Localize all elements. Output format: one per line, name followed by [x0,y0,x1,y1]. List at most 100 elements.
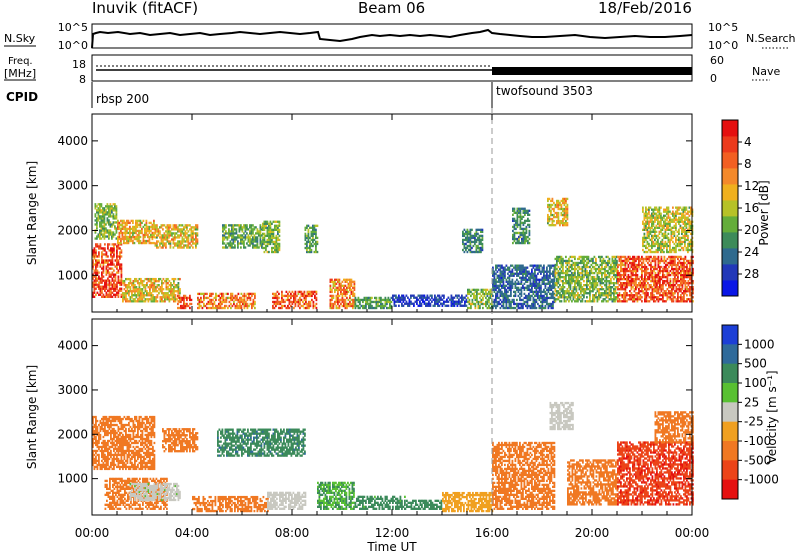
heatmap-cell [590,286,593,289]
heatmap-cell [668,261,670,265]
heatmap-cell [343,288,345,292]
heatmap-cell [135,221,137,225]
heatmap-cell [168,294,171,297]
heatmap-cell [653,277,655,281]
heatmap-cell [181,242,184,245]
heatmap-cell [352,280,354,283]
heatmap-cell [560,221,563,225]
heatmap-cell [566,263,569,267]
heatmap-cell [237,292,240,296]
heatmap-cell [114,215,116,218]
heatmap-cell [111,279,114,282]
heatmap-cell [132,231,134,235]
heatmap-cell [566,281,569,285]
heatmap-cell [623,275,625,279]
heatmap-cell [126,284,129,287]
heatmap-cell [654,261,657,265]
heatmap-cell [103,215,106,218]
heatmap-cell [113,293,115,296]
heatmap-cell [123,288,126,291]
heatmap-cell [624,298,627,301]
heatmap-cell [496,264,499,267]
heatmap-cell [234,238,236,241]
heatmap-cell [159,236,161,239]
heatmap-cell [134,284,136,287]
heatmap-cell [505,284,508,287]
heatmap-cell [111,207,113,210]
heatmap-cell [302,294,304,298]
heatmap-cell [674,292,676,295]
heatmap-cell [492,288,494,292]
heatmap-cell [231,230,233,233]
heatmap-cell [256,228,259,231]
heatmap-cell [469,240,472,244]
heatmap-cell [350,302,353,306]
heatmap-cell [657,255,660,259]
heatmap-cell [315,242,317,246]
heatmap-cell [165,292,168,295]
heatmap-cell [110,287,112,290]
heatmap-cell [559,277,561,281]
heatmap-cell [338,306,341,310]
heatmap-cell [124,225,127,229]
heatmap-cell [349,280,351,283]
heatmap-cell [477,300,480,304]
heatmap-cell [115,215,118,218]
heatmap-cell [149,286,151,289]
heatmap-cell [152,300,154,303]
heatmap-cell [181,238,184,241]
heatmap-cell [184,244,187,247]
station-title: Inuvik (fitACF) [92,0,198,17]
heatmap-cell [519,306,521,310]
heatmap-cell [435,300,438,303]
heatmap-cell [568,273,570,277]
heatmap-cell [518,215,520,219]
heatmap-cell [526,304,529,308]
heatmap-cell [672,296,675,299]
heatmap-cell [228,236,230,239]
heatmap-cell [144,241,146,245]
heatmap-cell [488,292,490,296]
heatmap-cell [657,300,660,303]
heatmap-cell [532,296,535,300]
heatmap-cell [599,263,602,267]
heatmap-cell [347,290,350,294]
heatmap-cell [659,267,661,271]
heatmap-cell [568,257,570,261]
heatmap-cell [265,246,267,250]
heatmap-cell [278,246,281,250]
heatmap-cell [222,294,225,298]
heatmap-cell [303,296,306,300]
heatmap-cell [275,292,277,296]
heatmap-cell [522,227,525,231]
heatmap-cell [178,296,181,300]
heatmap-cell [114,295,117,298]
heatmap-cell [115,237,118,240]
heatmap-cell [566,267,569,271]
heatmap-cell [578,257,581,261]
heatmap-cell [521,217,523,221]
heatmap-cell [100,211,103,214]
heatmap-cell [168,284,171,287]
heatmap-cell [172,246,175,249]
heatmap-cell [512,237,514,241]
heatmap-cell [229,242,232,245]
heatmap-cell [516,298,518,302]
heatmap-cell [423,300,426,303]
heatmap-cell [390,296,393,300]
heatmap-cell [518,223,520,227]
heatmap-cell [566,223,569,227]
heatmap-cell [192,234,194,237]
heatmap-cell [125,292,127,295]
heatmap-cell [514,290,517,294]
heatmap-cell [306,250,308,254]
heatmap-cell [307,232,310,236]
heatmap-cell [630,273,633,277]
heatmap-cell [251,292,253,296]
heatmap-cell [148,239,151,243]
heatmap-cell [553,300,556,304]
heatmap-cell [102,253,105,256]
heatmap-cell [429,302,432,305]
heatmap-cell [343,298,345,302]
